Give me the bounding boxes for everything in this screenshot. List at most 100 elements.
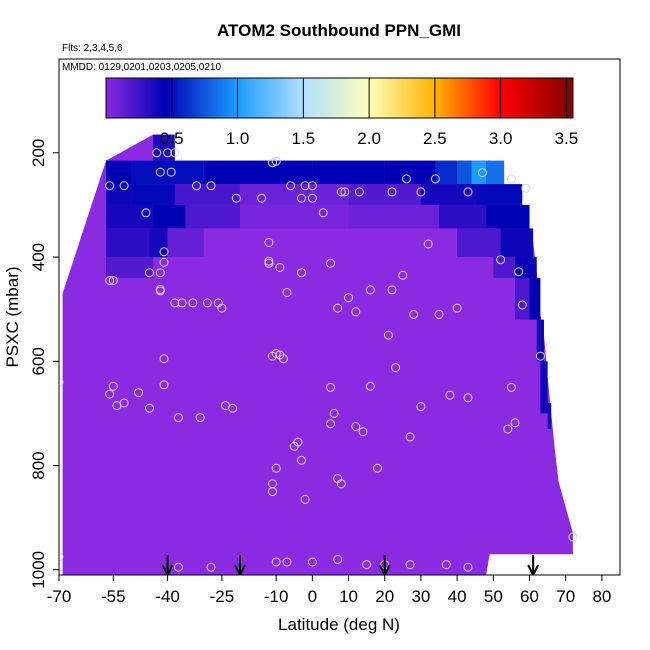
sample-point xyxy=(271,557,281,567)
heat-cell xyxy=(529,277,541,320)
heat-cell xyxy=(384,160,436,185)
sample-point xyxy=(282,557,292,567)
heat-cell xyxy=(153,134,175,161)
sample-point xyxy=(307,557,317,567)
heat-cell xyxy=(435,160,458,185)
sample-point xyxy=(228,403,238,413)
sample-point xyxy=(409,309,419,319)
sample-point xyxy=(326,382,335,392)
sample-point xyxy=(264,256,274,266)
heat-cell xyxy=(536,319,544,362)
sample-point xyxy=(452,303,462,313)
sample-point xyxy=(383,330,393,340)
sample-point xyxy=(257,193,267,203)
sample-point xyxy=(391,363,401,373)
sample-point xyxy=(275,263,285,272)
x-tick-label: -55 xyxy=(101,587,126,606)
sample-point xyxy=(231,193,241,203)
y-tick-label: 400 xyxy=(29,243,48,271)
heat-cell xyxy=(153,204,186,229)
x-tick-label: -40 xyxy=(155,587,180,606)
sample-point xyxy=(159,354,169,364)
colorbar-tick-label: 2.0 xyxy=(357,129,381,148)
sample-point xyxy=(463,187,473,197)
sample-point xyxy=(134,388,144,398)
x-tick-label: 10 xyxy=(339,587,358,606)
sample-point xyxy=(336,187,346,197)
heat-cell xyxy=(174,184,240,205)
sample-point xyxy=(170,298,180,308)
sample-point xyxy=(202,298,212,308)
heat-cell xyxy=(106,257,154,278)
sample-point xyxy=(326,419,335,429)
sample-point xyxy=(300,494,310,504)
x-tick-label: 30 xyxy=(411,587,430,606)
heat-cell xyxy=(515,277,530,320)
sample-point xyxy=(206,562,216,572)
x-axis: -70 -55 -40 -25 -10 0 10 20 30 40 50 60 70 80 xyxy=(47,575,611,606)
sample-point xyxy=(387,285,397,295)
sample-point xyxy=(517,300,527,310)
heat-cell xyxy=(457,160,472,185)
sample-point xyxy=(206,181,216,191)
colorbar-tick-label: 3.5 xyxy=(555,129,579,148)
sample-point xyxy=(105,276,115,285)
sample-point xyxy=(358,427,368,437)
heat-cell xyxy=(439,204,487,229)
colorbar-tick-lines xyxy=(171,78,567,118)
heat-cell xyxy=(239,204,349,229)
heat-cell xyxy=(475,184,523,205)
heat-cell xyxy=(185,204,240,229)
heat-cell xyxy=(348,184,421,205)
sample-point xyxy=(416,402,426,412)
sample-point xyxy=(145,403,154,413)
sample-point xyxy=(145,268,154,278)
sample-point xyxy=(271,463,281,473)
sample-point xyxy=(159,247,169,257)
colorbar-tick-labels: 0.5 1.0 1.5 2.0 2.5 3.0 3.5 xyxy=(160,129,578,148)
chart-title: ATOM2 Southbound PPN_GMI xyxy=(217,21,461,40)
x-tick-label: -25 xyxy=(210,587,235,606)
heat-cell xyxy=(457,228,501,258)
sample-point xyxy=(159,380,169,390)
x-tick-label: -10 xyxy=(264,587,289,606)
sample-point xyxy=(297,193,306,203)
heat-cell xyxy=(540,361,548,414)
sample-point xyxy=(463,562,473,572)
x-tick-label: 80 xyxy=(592,587,611,606)
sample-point xyxy=(108,381,118,391)
heat-cell xyxy=(420,184,476,205)
sample-point xyxy=(119,181,129,191)
x-tick-label: 50 xyxy=(484,587,503,606)
y-tick-label: 1000 xyxy=(29,551,48,589)
sample-point xyxy=(119,398,129,408)
sample-point xyxy=(514,267,524,277)
sample-point xyxy=(521,183,531,193)
x-axis-label: Latitude (deg N) xyxy=(278,615,400,634)
sample-point xyxy=(333,303,343,313)
sample-point xyxy=(506,382,516,392)
sample-point xyxy=(423,239,433,249)
flight-marker-arrow xyxy=(527,555,540,575)
x-tick-label: 20 xyxy=(375,587,394,606)
sample-point xyxy=(177,298,187,308)
sample-point xyxy=(373,463,382,473)
sample-point xyxy=(166,167,176,177)
sample-point xyxy=(297,268,306,278)
heat-cell xyxy=(493,257,516,278)
heat-cell xyxy=(515,257,537,278)
y-tick-label: 800 xyxy=(29,451,48,479)
sample-point xyxy=(282,288,292,297)
sample-point xyxy=(293,437,303,447)
sample-point xyxy=(326,258,335,268)
sample-point xyxy=(387,187,397,197)
sample-point xyxy=(159,257,169,267)
sample-point xyxy=(351,307,361,317)
sample-point xyxy=(264,258,274,268)
sample-point xyxy=(463,393,473,403)
sample-point xyxy=(430,174,440,184)
sample-point xyxy=(278,354,288,364)
sample-point xyxy=(416,187,426,197)
sample-point xyxy=(329,408,339,418)
